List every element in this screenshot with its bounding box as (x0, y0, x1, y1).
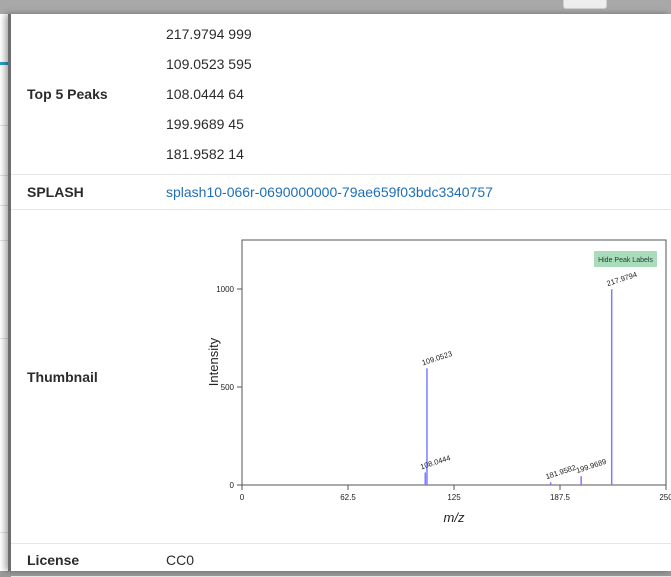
x-tick-label: 62.5 (340, 493, 356, 502)
spectrum-info-table: Top 5 Peaks 217.9794 999 109.0523 595 10… (11, 14, 671, 577)
thumbnail-label: Thumbnail (11, 209, 163, 544)
y-tick-label: 500 (221, 383, 235, 392)
y-tick-label: 1000 (216, 285, 234, 294)
x-tick-label: 187.5 (550, 493, 571, 502)
modal-left-edge (8, 14, 11, 571)
x-axis-label: m/z (444, 510, 465, 525)
top-peaks-label: Top 5 Peaks (11, 14, 163, 175)
hide-peak-labels-button-text[interactable]: Hide Peak Labels (598, 257, 653, 264)
thumbnail-cell: 0 500 1000 0 62.5 125 187.5 250 108.0444 109.05… (163, 209, 671, 544)
plot-frame (241, 239, 667, 486)
x-axis-ticks: 0 62.5 125 187.5 250 (240, 485, 671, 502)
background-accent-line (0, 62, 14, 65)
peak-entry: 108.0444 64 (166, 86, 244, 102)
splash-link[interactable]: splash10-066r-0690000000-79ae659f03bdc33… (166, 184, 493, 200)
top-peaks-values: 217.9794 999 109.0523 595 108.0444 64 19… (163, 14, 671, 175)
top-peaks-row: Top 5 Peaks 217.9794 999 109.0523 595 10… (11, 14, 671, 175)
x-tick-label: 0 (240, 493, 245, 502)
hide-peak-labels-button[interactable]: Hide Peak Labels (594, 251, 657, 267)
background-button[interactable] (563, 0, 607, 9)
splash-row: SPLASH splash10-066r-0690000000-79ae659f… (11, 174, 671, 210)
y-axis-label: Intensity (206, 337, 221, 386)
hide-peak-labels-button-bg[interactable] (594, 251, 657, 267)
license-label: License (11, 543, 163, 577)
x-tick-label: 125 (447, 493, 461, 502)
x-tick-label: 250 (659, 493, 671, 502)
y-tick-label: 0 (230, 481, 235, 490)
thumbnail-row: Thumbnail 0 500 1000 0 62.5 125 187.5 250 108.… (11, 209, 671, 544)
peak-entry: 199.9689 45 (166, 116, 244, 132)
overlay-top-bar (0, 0, 671, 14)
y-axis-ticks: 0 500 1000 (216, 285, 242, 490)
peak-entry: 109.0523 595 (166, 56, 252, 72)
peak-entry: 217.9794 999 (166, 26, 252, 42)
splash-label: SPLASH (11, 174, 163, 210)
license-value: CC0 (166, 552, 195, 568)
peak-bars (424, 289, 613, 485)
license-row: License CC0 (11, 543, 671, 577)
peak-entry: 181.9582 14 (166, 146, 244, 162)
